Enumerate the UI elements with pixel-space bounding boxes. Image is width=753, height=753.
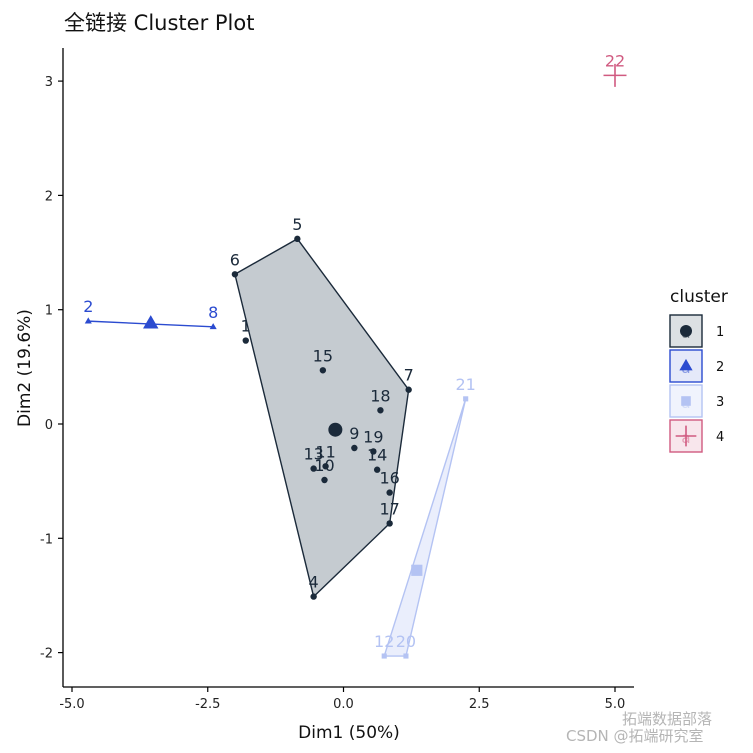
cluster-1-hull <box>234 237 410 598</box>
point-11 <box>322 463 329 470</box>
legend-marker-1 <box>680 325 692 337</box>
watermark: 拓端数据部落 CSDN @拓端研究室 <box>566 710 712 745</box>
point-10 <box>321 476 328 484</box>
point-5 <box>294 235 301 243</box>
point-label-13: 13 <box>303 445 323 464</box>
watermark-wechat: 拓端数据部落 <box>622 710 712 728</box>
point-9 <box>351 444 358 452</box>
y-tick-label: -1 <box>40 532 53 547</box>
point-label-1: 1 <box>241 317 251 336</box>
legend-marker-3 <box>681 396 691 406</box>
point-label-19: 19 <box>363 427 383 446</box>
point-12 <box>381 653 387 659</box>
point-label-7: 7 <box>404 366 414 385</box>
point-label-6: 6 <box>230 250 240 269</box>
point-19 <box>370 448 377 455</box>
y-axis-title: Dim2 (19.6%) <box>15 309 35 427</box>
legend-label-1: 1 <box>716 325 724 340</box>
point-label-16: 16 <box>379 469 399 488</box>
point-label-18: 18 <box>370 386 390 405</box>
x-tick-label: 2.5 <box>469 697 490 712</box>
cluster-1-center <box>328 422 343 437</box>
point-label-10: 10 <box>314 456 334 475</box>
point-label-12: 12 <box>374 632 394 651</box>
x-tick-label: -2.5 <box>195 697 220 712</box>
point-label-11: 11 <box>315 442 335 461</box>
y-tick-label: -2 <box>40 647 53 662</box>
y-axis-ticks: -2 -1 0 1 2 3 <box>40 75 63 662</box>
legend-marker-2 <box>679 358 693 371</box>
chart-title: 全链接 Cluster Plot <box>64 11 254 35</box>
point-17 <box>386 520 393 527</box>
point-label-5: 5 <box>292 215 302 234</box>
y-tick-label: 3 <box>45 75 53 90</box>
legend: cluster a1a2a3a4 <box>669 287 728 453</box>
point-16 <box>386 489 393 496</box>
point-13 <box>310 465 317 472</box>
y-tick-label: 0 <box>45 418 53 433</box>
point-20 <box>403 653 409 659</box>
cluster-3-center <box>411 564 423 576</box>
point-label-22: 22 <box>605 51 625 70</box>
point-label-15: 15 <box>313 346 333 365</box>
legend-label-3: 3 <box>716 395 724 410</box>
point-label-14: 14 <box>367 446 387 465</box>
point-15 <box>319 367 327 374</box>
y-tick-label: 2 <box>45 189 53 204</box>
watermark-csdn: CSDN @拓端研究室 <box>566 727 704 745</box>
cluster-3-hull <box>383 398 467 657</box>
point-2 <box>84 317 92 324</box>
legend-label-2: 2 <box>716 360 724 375</box>
point-label-2: 2 <box>83 297 93 316</box>
cluster-2-center <box>143 315 159 329</box>
data-points <box>84 63 627 659</box>
y-tick-label: 1 <box>45 304 53 319</box>
point-18 <box>377 407 384 414</box>
point-1 <box>242 337 249 344</box>
point-21 <box>463 396 469 402</box>
point-label-17: 17 <box>379 499 399 518</box>
legend-marker-4 <box>675 425 697 447</box>
point-label-9: 9 <box>349 424 359 443</box>
point-label-21: 21 <box>455 375 475 394</box>
point-22 <box>603 63 627 87</box>
point-4 <box>310 593 317 600</box>
x-tick-label: -5.0 <box>59 697 84 712</box>
point-label-20: 20 <box>396 632 416 651</box>
point-6 <box>231 271 239 278</box>
x-axis-title: Dim1 (50%) <box>298 723 400 743</box>
x-axis-ticks: -5.0 -2.5 0.0 2.5 5.0 <box>59 687 625 712</box>
x-tick-label: 0.0 <box>333 697 354 712</box>
point-label-4: 4 <box>309 573 319 592</box>
point-label-8: 8 <box>208 303 218 322</box>
point-7 <box>405 386 412 393</box>
legend-title: cluster <box>670 287 728 307</box>
point-8 <box>209 323 217 330</box>
point-14 <box>373 466 381 473</box>
legend-label-4: 4 <box>716 430 724 445</box>
cluster-hulls <box>88 237 467 657</box>
x-tick-label: 5.0 <box>605 697 626 712</box>
